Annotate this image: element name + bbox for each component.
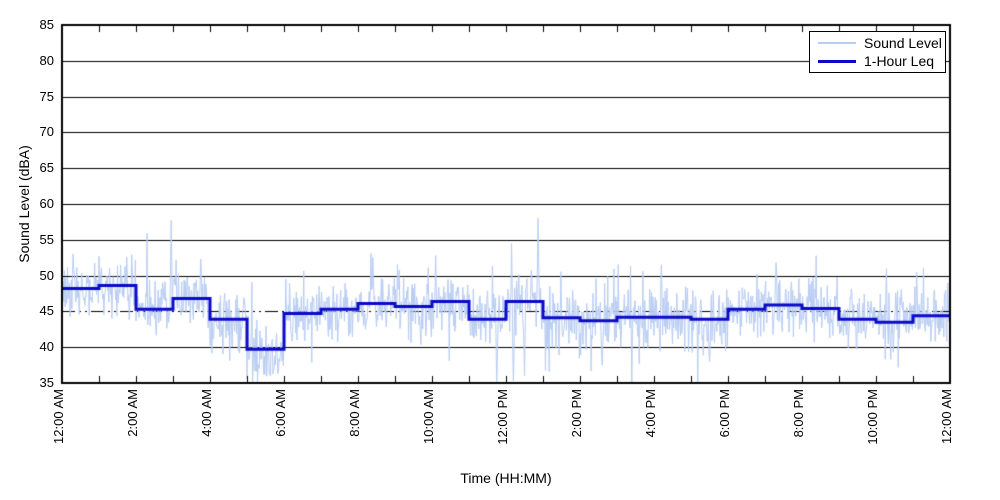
y-tick-label: 40	[39, 339, 54, 354]
y-tick-label: 85	[39, 17, 54, 32]
x-tick-label: 6:00 PM	[717, 389, 732, 438]
legend-line-sample-icon	[818, 59, 856, 63]
y-tick-label: 55	[39, 232, 54, 247]
x-tick-label: 2:00 AM	[125, 389, 140, 437]
x-tick-label: 6:00 AM	[273, 389, 288, 437]
y-tick-label: 50	[39, 268, 54, 283]
x-tick-label: 8:00 AM	[347, 389, 362, 437]
legend-label: 1-Hour Leq	[864, 53, 935, 69]
x-tick-label: 4:00 AM	[199, 389, 214, 437]
y-tick-label: 60	[39, 196, 54, 211]
legend-entry-sound-level: Sound Level	[818, 34, 942, 52]
x-tick-label: 4:00 PM	[643, 389, 658, 438]
x-axis-title: Time (HH:MM)	[460, 470, 552, 486]
y-tick-label: 80	[39, 53, 54, 68]
legend: Sound Level 1-Hour Leq	[809, 31, 946, 73]
y-tick-label: 45	[39, 303, 54, 318]
legend-entry-1-hour-leq: 1-Hour Leq	[818, 52, 941, 70]
x-tick-label: 10:00 AM	[421, 389, 436, 444]
x-tick-label: 8:00 PM	[791, 389, 806, 438]
x-tick-label: 2:00 PM	[569, 389, 584, 438]
x-tick-label: 12:00 AM	[939, 389, 954, 444]
x-tick-label: 10:00 PM	[865, 389, 880, 445]
legend-line-sample-icon	[818, 42, 856, 44]
y-tick-label: 35	[39, 375, 54, 390]
y-tick-label: 70	[39, 124, 54, 139]
y-tick-label: 65	[39, 160, 54, 175]
y-tick-label: 75	[39, 89, 54, 104]
y-axis-title: Sound Level (dBA)	[16, 145, 32, 263]
x-tick-label: 12:00 AM	[51, 389, 66, 444]
legend-label: Sound Level	[864, 35, 942, 51]
x-tick-label: 12:00 PM	[495, 389, 510, 445]
